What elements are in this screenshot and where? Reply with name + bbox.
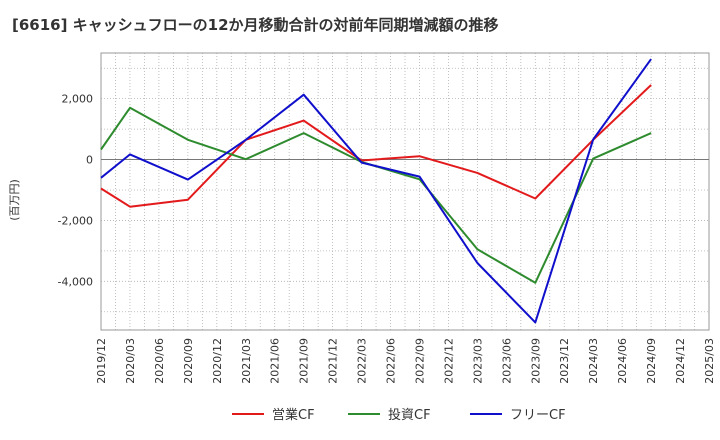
chart-title: [6616] キャッシュフローの12か月移動合計の対前年同期増減額の推移: [12, 16, 499, 34]
x-tick-label: 2024/06: [616, 338, 629, 384]
x-tick-label: 2024/09: [645, 338, 658, 384]
grid: [100, 53, 710, 330]
x-tick-label: 2023/03: [471, 338, 484, 384]
legend-label: フリーCF: [510, 408, 566, 423]
x-tick-label: 2021/06: [269, 338, 282, 384]
x-tick-label: 2022/12: [442, 338, 455, 384]
y-axis: 2,000 0 -2,000 -4,000: [58, 93, 93, 289]
x-tick-label: 2024/03: [587, 338, 600, 384]
x-tick-label: 2022/09: [413, 338, 426, 384]
legend-label: 営業CF: [272, 407, 315, 423]
x-tick-label: 2019/12: [95, 338, 108, 384]
x-tick-label: 2023/12: [558, 338, 571, 384]
y-tick-label: -4,000: [58, 275, 93, 288]
x-tick-label: 2025/03: [703, 338, 716, 384]
x-tick-label: 2022/06: [385, 338, 398, 384]
y-tick-label: 2,000: [62, 93, 94, 106]
legend: 営業CF 投資CF フリーCF: [232, 407, 566, 423]
x-tick-label: 2020/12: [211, 338, 224, 384]
x-tick-label: 2022/03: [356, 338, 369, 384]
plot-area: [100, 52, 710, 331]
y-axis-label: (百万円): [8, 179, 21, 221]
x-tick-label: 2020/09: [182, 338, 195, 384]
y-tick-label: -2,000: [58, 214, 93, 227]
x-tick-label: 2024/12: [674, 338, 687, 384]
y-tick-label: 0: [86, 154, 93, 167]
x-axis: 2019/12 2020/03 2020/06 2020/09 2020/12 2021/…: [95, 338, 716, 384]
series-line-3: [100, 58, 652, 324]
x-tick-label: 2023/09: [529, 338, 542, 384]
x-tick-label: 2021/03: [240, 338, 253, 384]
legend-label: 投資CF: [388, 407, 431, 423]
x-tick-label: 2021/09: [298, 338, 311, 384]
x-tick-label: 2020/06: [153, 338, 166, 384]
x-tick-label: 2020/03: [124, 338, 137, 384]
series-layer: [100, 58, 652, 324]
x-tick-label: 2023/06: [500, 338, 513, 384]
x-tick-label: 2021/12: [327, 338, 340, 384]
series-line-1: [100, 84, 652, 208]
